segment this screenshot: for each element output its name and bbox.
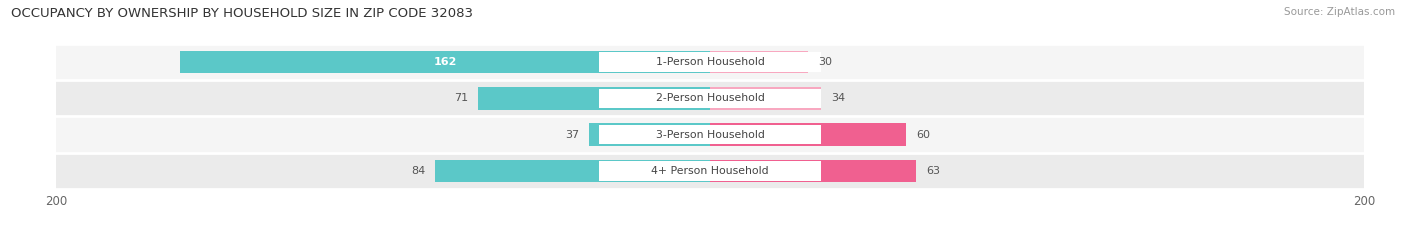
Bar [599,161,821,181]
Text: 4+ Person Household: 4+ Person Household [651,166,769,176]
Bar [56,153,1364,189]
Bar [56,44,1364,80]
Text: 84: 84 [412,166,426,176]
Bar [436,160,710,182]
Text: 2-Person Household: 2-Person Household [655,93,765,103]
Bar [710,123,905,146]
Text: 37: 37 [565,130,579,140]
Bar [710,51,808,73]
Bar [180,51,710,73]
Bar [56,116,1364,153]
Text: 71: 71 [454,93,468,103]
Text: 3-Person Household: 3-Person Household [655,130,765,140]
Bar [710,160,915,182]
Bar [599,89,821,108]
Text: 34: 34 [831,93,845,103]
Bar [599,52,821,72]
Text: Source: ZipAtlas.com: Source: ZipAtlas.com [1284,7,1395,17]
Text: OCCUPANCY BY OWNERSHIP BY HOUSEHOLD SIZE IN ZIP CODE 32083: OCCUPANCY BY OWNERSHIP BY HOUSEHOLD SIZE… [11,7,474,20]
Text: 63: 63 [925,166,939,176]
Bar [478,87,710,110]
Text: 30: 30 [818,57,832,67]
Bar [56,80,1364,116]
Bar [589,123,710,146]
Text: 60: 60 [915,130,929,140]
Bar [599,125,821,144]
Text: 162: 162 [433,57,457,67]
Bar [710,87,821,110]
Text: 1-Person Household: 1-Person Household [655,57,765,67]
